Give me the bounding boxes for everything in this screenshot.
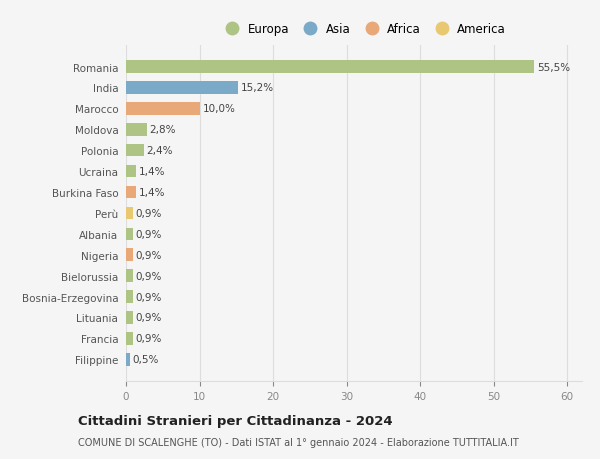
Text: 0,9%: 0,9% xyxy=(136,334,162,344)
Text: COMUNE DI SCALENGHE (TO) - Dati ISTAT al 1° gennaio 2024 - Elaborazione TUTTITAL: COMUNE DI SCALENGHE (TO) - Dati ISTAT al… xyxy=(78,437,519,447)
Bar xyxy=(126,228,133,241)
Bar xyxy=(126,145,143,157)
Text: 2,8%: 2,8% xyxy=(149,125,176,135)
Bar xyxy=(126,82,238,95)
Text: 0,9%: 0,9% xyxy=(136,271,162,281)
Bar xyxy=(126,61,534,73)
Text: 0,9%: 0,9% xyxy=(136,313,162,323)
Bar xyxy=(126,332,133,345)
Bar xyxy=(126,186,136,199)
Bar xyxy=(126,312,133,324)
Bar xyxy=(126,103,200,115)
Text: 0,9%: 0,9% xyxy=(136,230,162,239)
Text: Cittadini Stranieri per Cittadinanza - 2024: Cittadini Stranieri per Cittadinanza - 2… xyxy=(78,414,392,428)
Text: 55,5%: 55,5% xyxy=(537,62,570,73)
Bar xyxy=(126,353,130,366)
Bar xyxy=(126,165,136,178)
Bar xyxy=(126,207,133,220)
Text: 0,9%: 0,9% xyxy=(136,292,162,302)
Bar xyxy=(126,249,133,262)
Text: 1,4%: 1,4% xyxy=(139,167,166,177)
Text: 10,0%: 10,0% xyxy=(202,104,235,114)
Text: 1,4%: 1,4% xyxy=(139,188,166,197)
Text: 0,9%: 0,9% xyxy=(136,208,162,218)
Bar xyxy=(126,291,133,303)
Text: 0,9%: 0,9% xyxy=(136,250,162,260)
Bar xyxy=(126,124,146,136)
Text: 0,5%: 0,5% xyxy=(133,354,159,364)
Legend: Europa, Asia, Africa, America: Europa, Asia, Africa, America xyxy=(215,18,511,41)
Text: 15,2%: 15,2% xyxy=(241,83,274,93)
Bar xyxy=(126,270,133,282)
Text: 2,4%: 2,4% xyxy=(146,146,173,156)
